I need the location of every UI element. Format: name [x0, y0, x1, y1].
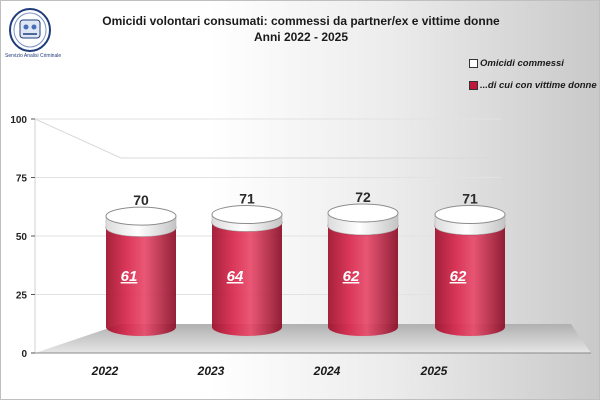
- y-tick-label-100: 100: [10, 115, 27, 126]
- chart-title-main: Omicidi volontari consumati: commessi da…: [102, 14, 500, 28]
- y-tick-label-0: 0: [21, 349, 27, 360]
- bar-total-top-2022: [105, 206, 177, 226]
- legend: Omicidi commessi ...di cui con vittime d…: [469, 57, 599, 101]
- category-label-2024: 2024: [313, 364, 341, 378]
- data-label-total-2024: 72: [355, 189, 371, 205]
- depth-guide-line: [34, 118, 491, 159]
- legend-swatch-total: [469, 59, 478, 68]
- data-label-women-2024: 62: [343, 268, 360, 285]
- data-label-women-2025: 62: [450, 268, 467, 285]
- bar-women-2025: [435, 225, 505, 336]
- logo-caption: Servizio Analisi Criminale: [5, 53, 62, 59]
- data-label-total-2023: 71: [239, 191, 255, 207]
- legend-swatch-women: [469, 81, 478, 90]
- data-label-women-2023: 64: [227, 268, 244, 285]
- y-tick-label-25: 25: [16, 291, 28, 302]
- bar-total-top-2025: [434, 205, 506, 225]
- category-label-2025: 2025: [420, 364, 448, 378]
- y-tick-label-75: 75: [16, 174, 28, 185]
- logo: Servizio Analisi Criminale: [5, 7, 61, 67]
- labels-layer: 0 25 50 75 100 70 61 2022 71 64 2023 72 62 2024 71 62 20…: [10, 115, 478, 378]
- bar-women-2023: [212, 222, 282, 336]
- chart-title: Omicidi volontari consumati: commessi da…: [61, 13, 541, 45]
- category-label-2023: 2023: [197, 364, 225, 378]
- chart-subtitle: Anni 2022 - 2025: [253, 30, 349, 44]
- legend-label-total: Omicidi commessi: [480, 58, 564, 69]
- legend-item-women: ...di cui con vittime donne: [469, 79, 599, 92]
- legend-label-women: ...di cui con vittime donne: [480, 80, 597, 91]
- data-label-total-2025: 71: [462, 191, 478, 207]
- bar-total-top-2023: [211, 205, 283, 225]
- category-label-2022: 2022: [91, 364, 119, 378]
- bar-women-2022: [106, 227, 176, 336]
- y-tick-label-50: 50: [16, 232, 28, 243]
- data-label-total-2022: 70: [133, 192, 149, 208]
- police-crest-icon: [9, 8, 51, 52]
- legend-item-total: Omicidi commessi: [469, 57, 599, 70]
- bars-layer: [105, 203, 506, 336]
- data-label-women-2022: 61: [121, 268, 138, 285]
- bar-total-top-2024: [327, 203, 399, 223]
- bar-women-2024: [328, 225, 398, 336]
